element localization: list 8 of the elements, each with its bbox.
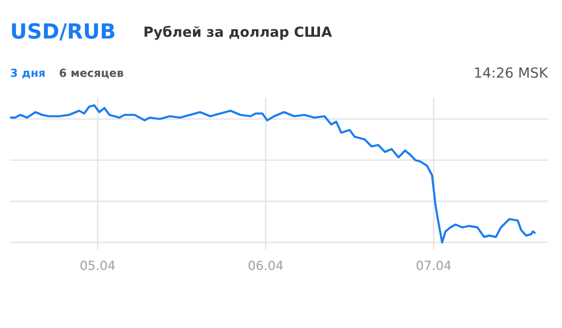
text: 3 дня [10,68,45,78]
x-tick-label: 06.04 [248,260,283,270]
text: 6 месяцев [60,68,124,78]
x-tick-label: 05.04 [80,260,115,270]
x-tick-label: 07.04 [416,260,451,270]
chart-subtitle: Рублей за доллар США [144,26,332,40]
chart-title: USD/RUB [12,23,114,40]
text: 14:26 MSK [475,67,548,78]
